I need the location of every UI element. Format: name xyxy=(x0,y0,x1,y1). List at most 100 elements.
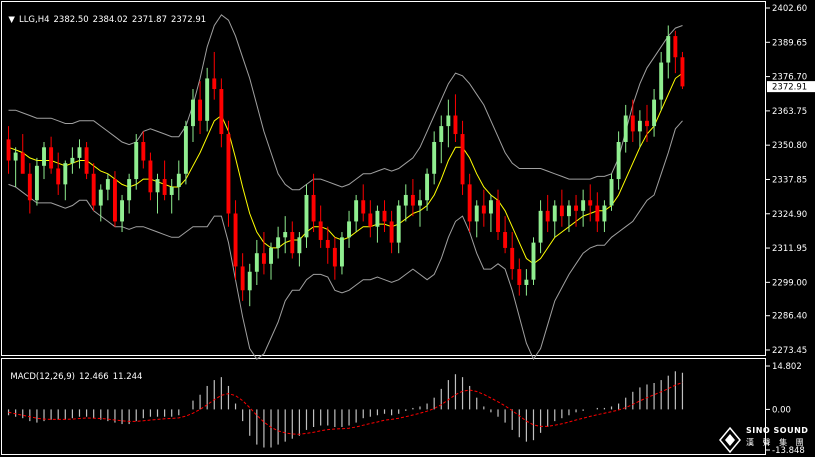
candle-body xyxy=(148,160,153,193)
macd-signal-line xyxy=(8,381,683,435)
candle-body xyxy=(439,126,444,142)
candle xyxy=(460,120,465,195)
candle-body xyxy=(325,239,330,248)
candle xyxy=(673,30,678,74)
candle-body xyxy=(6,139,11,161)
candle-body xyxy=(630,115,635,132)
candle-body xyxy=(297,237,302,254)
candle xyxy=(240,253,245,301)
candle xyxy=(382,200,387,233)
candle xyxy=(198,81,203,135)
collapse-triangle-icon[interactable]: ▼ xyxy=(8,15,15,25)
open-value: 2382.50 xyxy=(53,15,89,25)
macd-panel-frame xyxy=(1,358,766,455)
price-tick-label: 2273.45 xyxy=(772,346,807,356)
candle xyxy=(318,205,323,248)
candle xyxy=(375,205,380,243)
candle-body xyxy=(183,126,188,174)
candle xyxy=(488,194,493,233)
high-value: 2384.02 xyxy=(92,15,128,25)
candle-body xyxy=(42,147,46,166)
candle-body xyxy=(276,237,281,248)
candle-body xyxy=(403,194,408,206)
candle-body xyxy=(191,99,195,127)
symbol-label: LLG,H4 xyxy=(18,15,50,25)
candle-body xyxy=(63,163,68,185)
candle xyxy=(49,136,54,174)
candle xyxy=(191,89,195,142)
candle xyxy=(205,67,210,132)
current-price-box xyxy=(767,81,815,93)
candle-body xyxy=(645,120,649,127)
candle xyxy=(120,194,124,233)
candle-body xyxy=(233,213,238,267)
candle-body xyxy=(332,247,337,267)
candle xyxy=(141,131,146,169)
macd-header: MACD(12,26,9) 12.466 11.244 xyxy=(5,362,146,382)
candle-body xyxy=(240,266,245,291)
candle xyxy=(659,51,664,111)
candle-body xyxy=(375,210,380,227)
candle xyxy=(652,89,657,137)
macd-tick-label: 14.802 xyxy=(772,362,802,372)
candle-body xyxy=(467,184,472,222)
candle-body xyxy=(162,179,167,195)
candle-body xyxy=(113,179,117,222)
candle-body xyxy=(503,232,508,248)
candle xyxy=(645,104,649,142)
candle xyxy=(98,184,103,222)
candlesticks xyxy=(6,25,685,307)
candle xyxy=(162,160,167,201)
candle xyxy=(304,184,309,248)
candle xyxy=(630,99,635,142)
candle xyxy=(84,141,89,180)
candle xyxy=(531,237,536,285)
candle-body xyxy=(269,247,273,264)
candle xyxy=(233,200,238,280)
candle-body xyxy=(510,247,515,270)
candle xyxy=(134,134,139,190)
candle-body xyxy=(453,115,458,135)
candle xyxy=(290,221,295,259)
macd-tick-label: -13.848 xyxy=(772,446,805,456)
candle-body xyxy=(588,200,593,206)
candle xyxy=(666,25,671,79)
candle-body xyxy=(198,99,203,121)
candle-body xyxy=(247,271,252,291)
candle-body xyxy=(609,179,614,206)
candle-body xyxy=(318,221,323,240)
candle-body xyxy=(418,200,422,206)
candle-body xyxy=(623,115,628,142)
candle-body xyxy=(574,205,578,211)
candle xyxy=(219,78,224,148)
candle xyxy=(467,173,472,233)
candle xyxy=(361,184,366,222)
candle xyxy=(13,147,18,188)
candle-body xyxy=(396,205,401,243)
macd-histogram xyxy=(7,371,684,448)
candle-body xyxy=(120,200,124,222)
candle-body xyxy=(481,205,486,214)
candle-body xyxy=(581,200,586,211)
price-tick-label: 2286.40 xyxy=(772,312,807,322)
candle xyxy=(27,163,32,214)
candle-body xyxy=(134,141,139,180)
candle-body xyxy=(602,205,607,222)
candle xyxy=(623,104,628,153)
macd-signal-value: 11.244 xyxy=(112,372,143,382)
candle xyxy=(42,141,46,180)
macd-axis: 14.802 0.00 -13.848 xyxy=(766,362,805,456)
candle-body xyxy=(98,189,103,206)
candle xyxy=(340,232,344,275)
bb-upper-line xyxy=(8,14,683,191)
candle xyxy=(510,232,515,280)
price-tick-label: 2376.70 xyxy=(772,73,807,83)
candle xyxy=(559,189,564,227)
watermark-line2: 漢 聲 集 團 xyxy=(746,438,807,447)
candle-body xyxy=(545,210,550,222)
candle xyxy=(91,163,96,211)
sino-sound-logo-icon xyxy=(719,426,741,454)
macd-name: MACD(12,26,9) xyxy=(10,372,75,382)
macd-tick-label: 0.00 xyxy=(772,405,791,415)
